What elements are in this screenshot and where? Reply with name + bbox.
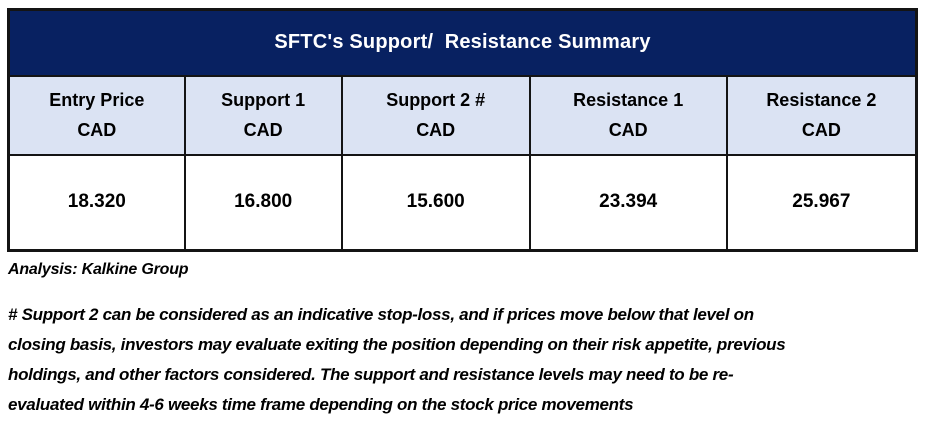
column-label: Resistance 2 — [766, 90, 877, 110]
value-cell-entry-price: 18.320 — [7, 153, 186, 252]
column-header-resistance-2: Resistance 2 CAD — [725, 74, 918, 156]
support-resistance-table: SFTC's Support/ Resistance Summary Entry… — [7, 8, 918, 252]
table-title: SFTC's Support/ Resistance Summary — [7, 8, 918, 77]
table-value-row: 18.320 16.800 15.600 23.394 25.967 — [7, 153, 918, 252]
value-cell-resistance-1: 23.394 — [528, 153, 728, 252]
column-unit: CAD — [77, 120, 117, 140]
column-unit: CAD — [801, 120, 841, 140]
column-header-support-1: Support 1 CAD — [183, 74, 343, 156]
column-label: Resistance 1 — [573, 90, 684, 110]
value-cell-support-2: 15.600 — [340, 153, 531, 252]
note-line: # Support 2 can be considered as an indi… — [8, 305, 754, 324]
column-header-resistance-1: Resistance 1 CAD — [528, 74, 728, 156]
column-unit: CAD — [416, 120, 456, 140]
value-cell-resistance-2: 25.967 — [725, 153, 918, 252]
column-label: Entry Price — [49, 90, 145, 110]
column-unit: CAD — [608, 120, 648, 140]
column-header-support-2: Support 2 # CAD — [340, 74, 531, 156]
value-cell-support-1: 16.800 — [183, 153, 343, 252]
note-line: holdings, and other factors considered. … — [8, 365, 734, 384]
table-header-row: Entry Price CAD Support 1 CAD Support 2 … — [7, 74, 918, 156]
column-label: Support 1 — [221, 90, 306, 110]
table-title-row: SFTC's Support/ Resistance Summary — [7, 8, 918, 77]
note-line: evaluated within 4-6 weeks time frame de… — [8, 395, 634, 414]
note-paragraph: # Support 2 can be considered as an indi… — [8, 300, 924, 420]
column-header-entry-price: Entry Price CAD — [7, 74, 186, 156]
note-line: closing basis, investors may evaluate ex… — [8, 335, 786, 354]
analysis-credit: Analysis: Kalkine Group — [8, 261, 189, 278]
column-label: Support 2 # — [386, 90, 486, 110]
column-unit: CAD — [243, 120, 283, 140]
